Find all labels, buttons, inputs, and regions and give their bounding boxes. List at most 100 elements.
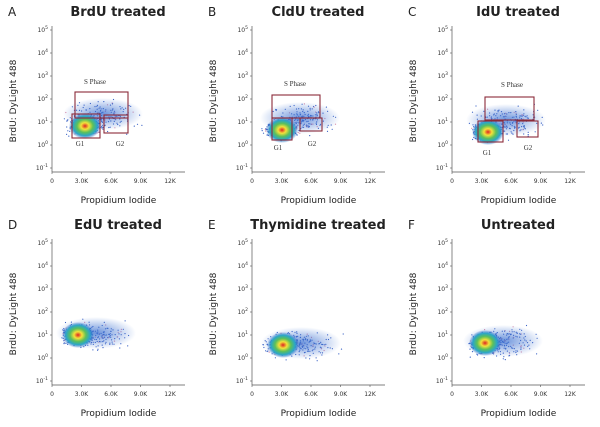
dot [136, 123, 139, 125]
gate [299, 117, 323, 132]
dot [127, 345, 129, 347]
panel-title: IdU treated [476, 5, 560, 20]
x-tick-label: 12K [364, 178, 377, 185]
tick-exponent: 5 [45, 25, 48, 31]
y-tick-label: 102 [437, 94, 448, 103]
cloud-core [69, 113, 101, 139]
y-tick-label: 101 [437, 117, 448, 126]
gate-label: G1 [483, 149, 492, 157]
gate-label: G2 [308, 140, 317, 148]
tick-base: 10 [237, 240, 245, 247]
panel: C IdU treated BrdU: DyLight 488 Propidium I… [408, 5, 585, 206]
tick-base: 10 [437, 355, 445, 362]
tick-base: 10 [436, 378, 444, 385]
gate [271, 94, 321, 119]
y-tick-label: 101 [437, 330, 448, 339]
dot [475, 105, 477, 107]
x-tick-label: 0 [50, 178, 54, 185]
x-tick-label: 9.0K [534, 178, 549, 185]
tick-base: 10 [437, 263, 445, 270]
y-axis-label: BrdU: DyLight 488 [409, 59, 419, 142]
panel-letter: B [208, 5, 216, 19]
y-tick-label: 104 [237, 261, 248, 270]
y-tick-label: 103 [237, 71, 248, 80]
tick-base: 10 [437, 96, 445, 103]
tick-exponent: 1 [45, 330, 48, 336]
y-tick-label: 100 [237, 140, 248, 149]
tick-exponent: 4 [45, 261, 48, 267]
y-tick-label: 104 [437, 261, 448, 270]
tick-exponent: 0 [245, 140, 248, 146]
density-cloud [261, 327, 344, 362]
dot [124, 320, 126, 322]
y-tick-label: 10-1 [36, 163, 48, 172]
panel-letter: D [8, 218, 17, 232]
y-tick-label: 10-1 [236, 376, 248, 385]
x-tick-label: 12K [564, 391, 577, 398]
tick-base: 10 [37, 332, 45, 339]
y-tick-label: 100 [437, 353, 448, 362]
panel: A BrdU treated BrdU: DyLight 488 Propidium … [8, 5, 185, 206]
dot [326, 130, 329, 132]
panel: D EdU treated BrdU: DyLight 488 Propidium I… [8, 218, 185, 419]
tick-base: 10 [37, 73, 45, 80]
tick-exponent: 0 [45, 140, 48, 146]
tick-exponent: -1 [44, 376, 49, 382]
dot [67, 130, 69, 132]
tick-exponent: 4 [445, 261, 448, 267]
tick-exponent: -1 [444, 163, 449, 169]
dot [342, 333, 344, 335]
tick-base: 10 [237, 309, 245, 316]
y-axis-label: BrdU: DyLight 488 [409, 272, 419, 355]
dot [525, 324, 528, 327]
gate [477, 120, 504, 143]
tick-exponent: 1 [445, 117, 448, 123]
y-tick-label: 102 [237, 94, 248, 103]
y-tick-label: 101 [37, 117, 48, 126]
x-tick-label: 12K [164, 178, 177, 185]
tick-exponent: 5 [45, 238, 48, 244]
y-tick-label: 100 [437, 140, 448, 149]
density-cloud [56, 317, 136, 351]
x-tick-label: 6.0K [504, 391, 519, 398]
dot [68, 135, 70, 137]
y-axis-label: BrdU: DyLight 488 [209, 272, 219, 355]
tick-exponent: 1 [45, 117, 48, 123]
y-tick-label: 103 [437, 71, 448, 80]
y-tick-label: 103 [437, 284, 448, 293]
tick-exponent: 5 [245, 238, 248, 244]
dot [502, 358, 504, 360]
x-tick-label: 3.0K [75, 178, 90, 185]
tick-exponent: 3 [445, 284, 448, 290]
dot [97, 349, 99, 351]
x-axis-label: Propidium Iodide [281, 409, 357, 419]
panel-letter: A [8, 5, 17, 19]
dot [316, 360, 318, 362]
x-tick-label: 0 [250, 178, 254, 185]
dot [472, 138, 474, 141]
x-tick-label: 9.0K [334, 391, 349, 398]
y-tick-label: 105 [37, 238, 48, 247]
tick-base: 10 [37, 96, 45, 103]
dot [69, 130, 71, 132]
tick-exponent: -1 [444, 376, 449, 382]
tick-base: 10 [237, 142, 245, 149]
panel: B CldU treated BrdU: DyLight 488 Propidium … [208, 5, 385, 206]
tick-base: 10 [437, 142, 445, 149]
dot [66, 126, 68, 128]
y-tick-label: 101 [37, 330, 48, 339]
tick-exponent: 1 [245, 117, 248, 123]
dot [507, 139, 510, 141]
dot [264, 128, 266, 130]
tick-base: 10 [37, 119, 45, 126]
x-axis-label: Propidium Iodide [481, 196, 557, 206]
cloud-core [469, 330, 501, 356]
tick-base: 10 [237, 286, 245, 293]
x-tick-label: 6.0K [104, 178, 119, 185]
tick-exponent: 2 [445, 94, 448, 100]
dot [262, 132, 265, 134]
dot [331, 128, 333, 130]
cloud-core [62, 322, 94, 348]
x-tick-label: 6.0K [304, 178, 319, 185]
